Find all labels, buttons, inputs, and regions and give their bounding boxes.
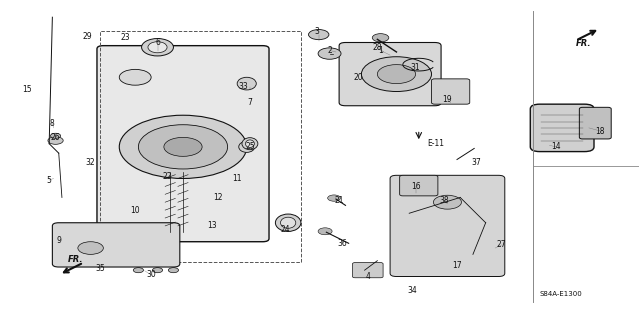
Text: 23: 23	[121, 33, 131, 42]
Text: 2: 2	[327, 46, 332, 55]
Text: 5: 5	[47, 175, 52, 185]
Text: 16: 16	[411, 182, 420, 191]
Text: 35: 35	[95, 264, 105, 273]
Text: 34: 34	[408, 286, 417, 295]
Circle shape	[152, 268, 163, 273]
Text: 18: 18	[596, 127, 605, 136]
FancyBboxPatch shape	[531, 104, 594, 152]
Text: 30: 30	[147, 271, 156, 279]
FancyBboxPatch shape	[399, 175, 438, 196]
Circle shape	[168, 268, 179, 273]
Text: 6: 6	[155, 38, 160, 47]
Text: FR.: FR.	[576, 39, 592, 48]
FancyBboxPatch shape	[390, 175, 505, 277]
Circle shape	[164, 137, 202, 156]
Ellipse shape	[239, 141, 255, 152]
Ellipse shape	[242, 138, 258, 150]
Ellipse shape	[275, 214, 301, 232]
Text: S84A-E1300: S84A-E1300	[540, 291, 582, 297]
Text: 1: 1	[378, 46, 383, 55]
Text: 27: 27	[497, 241, 506, 249]
Circle shape	[119, 115, 246, 178]
Ellipse shape	[280, 217, 296, 228]
Text: E-11: E-11	[427, 139, 444, 148]
Text: 14: 14	[551, 142, 561, 151]
Text: 21: 21	[334, 196, 344, 205]
Text: 8: 8	[50, 119, 55, 128]
Text: 25: 25	[245, 142, 255, 151]
Text: 37: 37	[471, 158, 481, 167]
Circle shape	[362, 57, 431, 92]
Ellipse shape	[141, 39, 173, 56]
Ellipse shape	[237, 77, 256, 90]
Circle shape	[328, 195, 340, 201]
Ellipse shape	[246, 140, 254, 147]
Circle shape	[78, 242, 103, 254]
Circle shape	[138, 125, 228, 169]
Text: 36: 36	[337, 239, 347, 248]
FancyBboxPatch shape	[52, 223, 180, 267]
Text: 13: 13	[207, 221, 216, 230]
Text: 17: 17	[452, 261, 462, 270]
Text: 12: 12	[213, 193, 223, 202]
FancyBboxPatch shape	[339, 42, 441, 106]
Bar	[100, 32, 301, 262]
Text: 22: 22	[163, 172, 172, 182]
Circle shape	[119, 69, 151, 85]
Text: 15: 15	[22, 85, 32, 94]
Circle shape	[372, 33, 389, 42]
Text: 29: 29	[83, 32, 92, 41]
Ellipse shape	[148, 42, 167, 53]
Text: 4: 4	[365, 272, 370, 281]
Text: 10: 10	[131, 206, 140, 215]
FancyBboxPatch shape	[353, 263, 383, 278]
Text: 28: 28	[372, 43, 382, 52]
Text: 38: 38	[440, 196, 449, 205]
Text: 7: 7	[248, 98, 252, 107]
Circle shape	[48, 137, 63, 144]
Text: 26: 26	[51, 133, 60, 142]
Text: 3: 3	[314, 27, 319, 36]
Circle shape	[433, 195, 461, 209]
Text: 9: 9	[56, 236, 61, 245]
Text: 31: 31	[411, 63, 420, 72]
Text: FR.: FR.	[67, 255, 83, 264]
Text: 24: 24	[280, 225, 290, 234]
FancyBboxPatch shape	[431, 79, 470, 104]
Text: 11: 11	[232, 174, 242, 183]
FancyBboxPatch shape	[579, 107, 611, 139]
Text: 19: 19	[443, 95, 452, 104]
Text: 32: 32	[86, 158, 95, 167]
Circle shape	[318, 228, 332, 235]
FancyBboxPatch shape	[97, 46, 269, 242]
Circle shape	[308, 30, 329, 40]
Text: 33: 33	[239, 82, 248, 91]
Circle shape	[133, 268, 143, 273]
Circle shape	[51, 133, 61, 138]
Circle shape	[318, 48, 341, 59]
Text: 20: 20	[353, 73, 363, 82]
Circle shape	[378, 65, 415, 84]
